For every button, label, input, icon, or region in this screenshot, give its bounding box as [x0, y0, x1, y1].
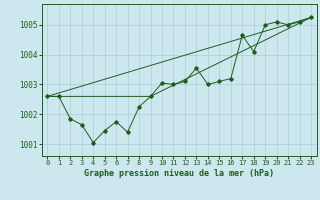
X-axis label: Graphe pression niveau de la mer (hPa): Graphe pression niveau de la mer (hPa) [84, 169, 274, 178]
